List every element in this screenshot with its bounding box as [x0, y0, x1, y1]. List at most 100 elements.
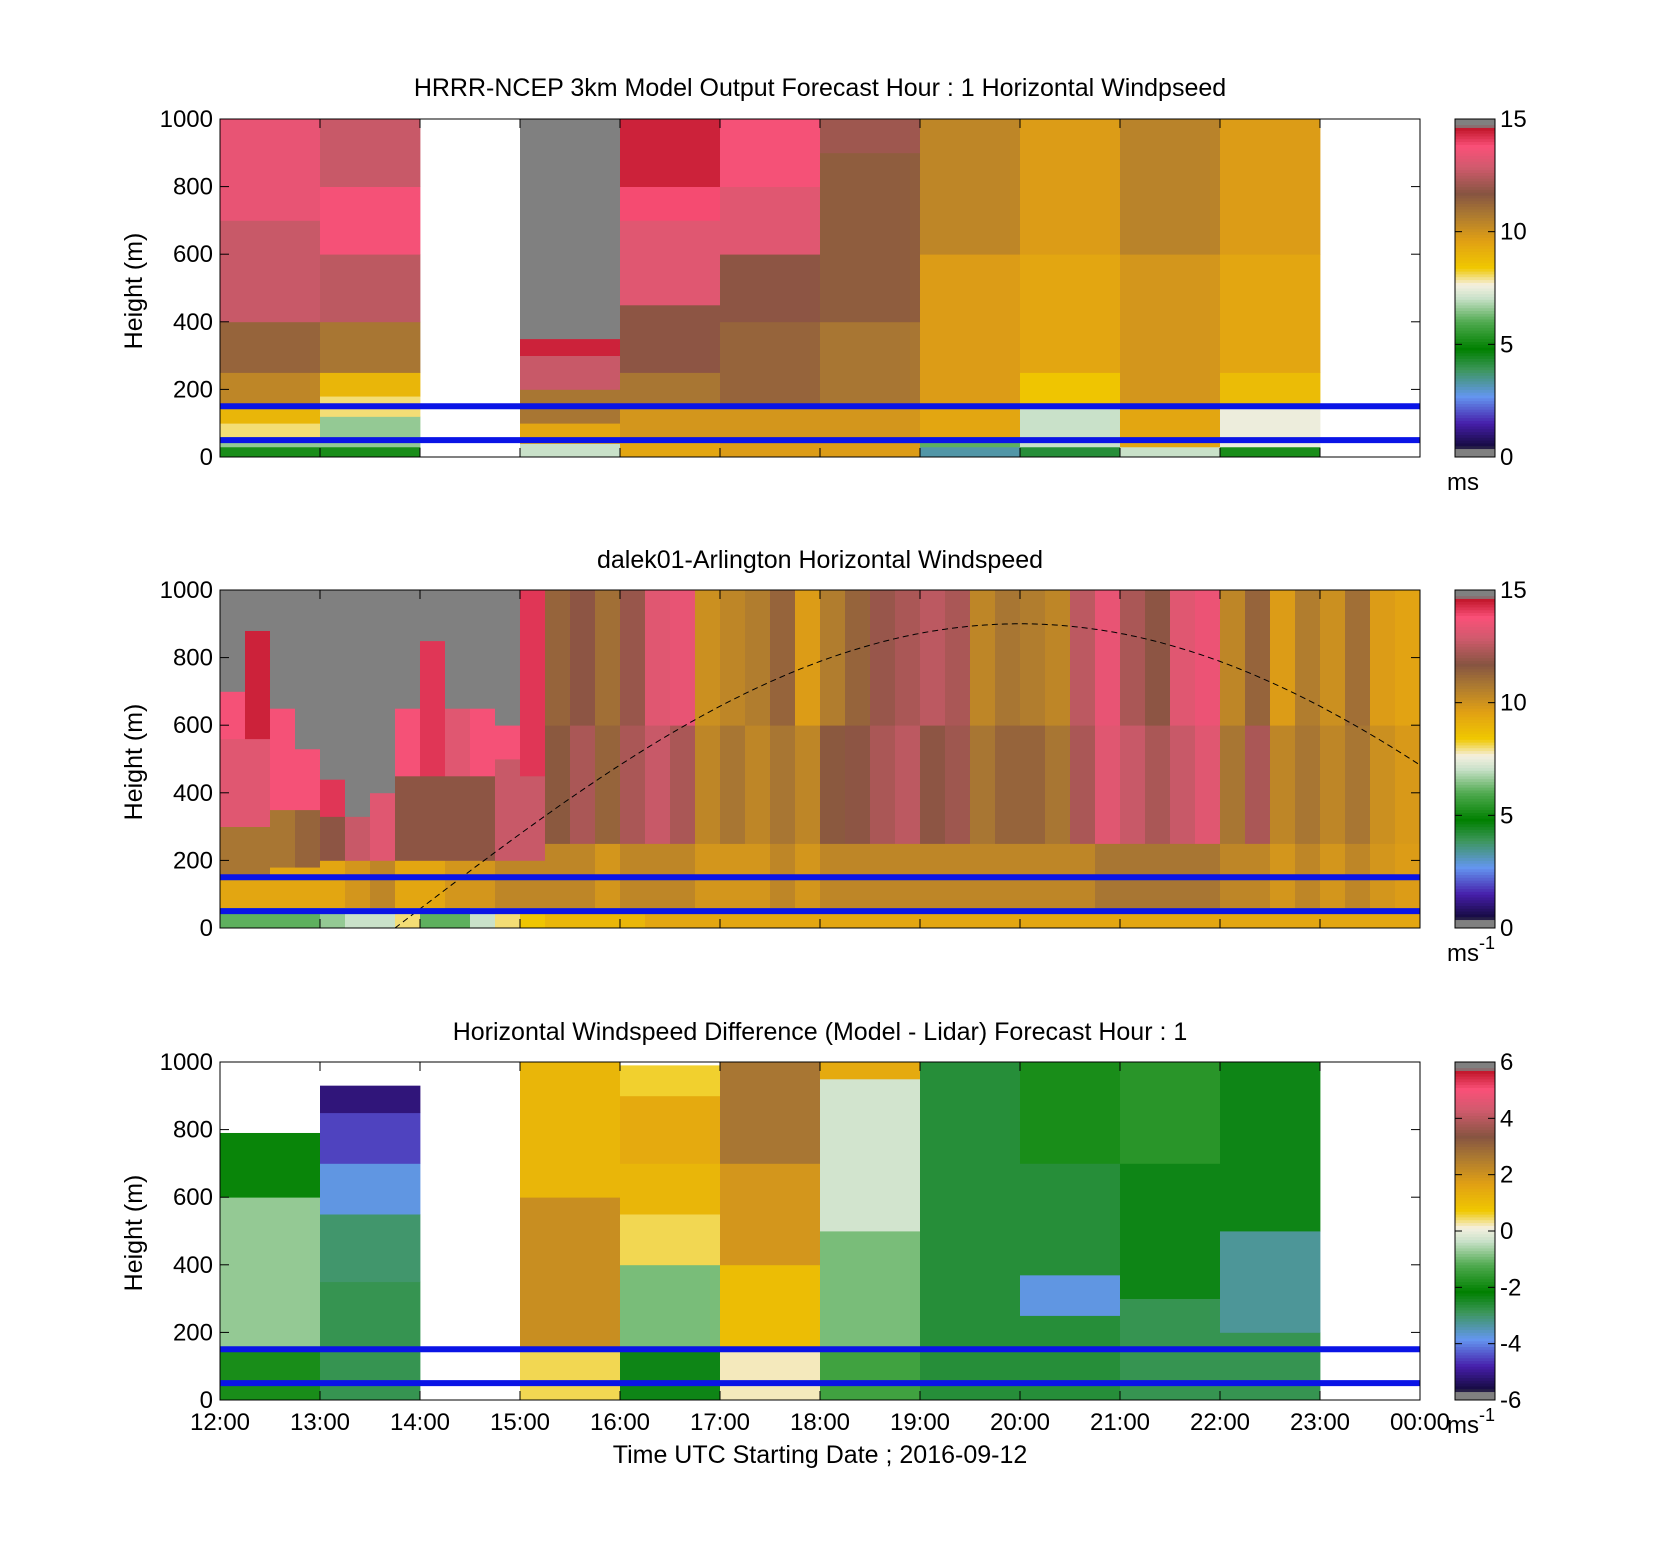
colorbar-segment	[1455, 1177, 1495, 1181]
colorbar-segment	[1455, 891, 1495, 895]
colorbar-segment	[1455, 651, 1495, 656]
colorbar-segment	[1455, 697, 1495, 701]
colorbar-segment	[1455, 880, 1495, 884]
colorbar-segment	[1455, 169, 1495, 174]
colorbar-segment	[1455, 237, 1495, 241]
colorbar-segment	[1455, 823, 1495, 828]
colorbar-segment	[1455, 119, 1495, 123]
colorbar-segment	[1455, 671, 1495, 675]
colorbar-segment	[1455, 262, 1495, 266]
colorbar-segment	[1455, 383, 1495, 388]
colorbar-segment	[1455, 1112, 1495, 1117]
colorbar-segment	[1455, 753, 1495, 757]
heatmap-cell	[1020, 1274, 1121, 1316]
heatmap-cell	[1020, 119, 1121, 255]
colorbar-segment	[1455, 1146, 1495, 1150]
colorbar-segment	[1455, 705, 1495, 709]
heatmap-cell	[495, 725, 521, 760]
colorbar-segment	[1455, 161, 1495, 165]
colorbar-segment	[1455, 285, 1495, 289]
colorbar-segment	[1455, 882, 1495, 887]
colorbar-segment	[1455, 1369, 1495, 1373]
heatmap-cell	[1095, 590, 1121, 726]
panel-1-ylabel: Height (m)	[120, 233, 148, 350]
heatmap-cell	[270, 809, 296, 868]
colorbar-segment	[1455, 866, 1495, 870]
colorbar-segment	[1455, 792, 1495, 797]
heatmap-cell	[520, 338, 621, 356]
colorbar-segment	[1455, 1070, 1495, 1074]
heatmap-cell	[470, 590, 496, 709]
colorbar-segment	[1455, 615, 1495, 619]
panel-2-y-ticks: 0 200 400 600 800 1000	[160, 577, 1420, 942]
heatmap-cell	[920, 1062, 1021, 1401]
heatmap-cell	[520, 590, 546, 777]
colorbar-segment	[1455, 725, 1495, 729]
colorbar-segment	[1455, 448, 1495, 452]
colorbar-segment	[1455, 426, 1495, 430]
heatmap-cell	[620, 1214, 721, 1266]
colorbar-segment	[1455, 276, 1495, 281]
heatmap-cell	[320, 1085, 421, 1114]
colorbar-segment	[1455, 1104, 1495, 1108]
colorbar-segment	[1455, 203, 1495, 207]
heatmap-cell	[845, 590, 871, 726]
colorbar-segment	[1455, 1166, 1495, 1170]
colorbar-segment	[1455, 601, 1495, 605]
heatmap-cell	[420, 775, 446, 861]
colorbar-segment	[1455, 736, 1495, 740]
colorbar-segment	[1455, 209, 1495, 213]
colorbar-segment	[1455, 1169, 1495, 1173]
colorbar-segment	[1455, 1335, 1495, 1339]
colorbar-segment	[1455, 908, 1495, 912]
colorbar-segment	[1455, 680, 1495, 684]
boundary-layer-curve	[394, 623, 1421, 929]
colorbar-segment	[1455, 1084, 1495, 1088]
colorbar-segment	[1455, 1115, 1495, 1119]
heatmap-cell	[320, 321, 421, 373]
colorbar-segment	[1455, 386, 1495, 390]
y-tick-label: 400	[173, 1252, 213, 1279]
colorbar-segment	[1455, 854, 1495, 859]
heatmap-cell	[1220, 725, 1246, 844]
heatmap-cell	[245, 877, 271, 909]
colorbar-segment	[1455, 1228, 1495, 1232]
heatmap-cell	[1170, 725, 1196, 844]
colorbar-segment	[1455, 1194, 1495, 1198]
heatmap-cell	[1370, 725, 1396, 844]
heatmap-cell	[270, 590, 296, 709]
heatmap-cell	[1220, 590, 1246, 726]
colorbar-segment	[1455, 361, 1495, 365]
colorbar-segment	[1455, 220, 1495, 224]
heatmap-cell	[1120, 254, 1221, 407]
y-tick-label: 0	[200, 444, 213, 471]
heatmap-cell	[395, 775, 421, 861]
colorbar-segment	[1455, 1354, 1495, 1359]
colorbar-segment	[1455, 685, 1495, 690]
heatmap-cell	[720, 443, 821, 458]
heatmap-cell	[620, 725, 646, 844]
colorbar-segment	[1455, 403, 1495, 407]
colorbar-segment	[1455, 392, 1495, 396]
colorbar-segment	[1455, 711, 1495, 715]
colorbar-unit: ms-1	[1447, 1405, 1495, 1439]
colorbar-segment	[1455, 1183, 1495, 1187]
colorbar-segment	[1455, 434, 1495, 438]
heatmap-cell	[270, 867, 296, 909]
colorbar-segment	[1455, 666, 1495, 670]
colorbar-segment	[1455, 643, 1495, 647]
colorbar-segment	[1455, 1394, 1495, 1398]
colorbar-segment	[1455, 1152, 1495, 1156]
colorbar-segment	[1455, 178, 1495, 182]
colorbar-segment	[1455, 742, 1495, 746]
colorbar-segment	[1455, 1200, 1495, 1204]
colorbar-segment	[1455, 1138, 1495, 1142]
colorbar-segment	[1455, 1180, 1495, 1184]
y-tick-label: 800	[173, 1117, 213, 1144]
colorbar-segment	[1455, 1202, 1495, 1207]
colorbar-segment	[1455, 333, 1495, 337]
heatmap-cell	[1045, 590, 1071, 726]
colorbar-segment	[1455, 716, 1495, 721]
heatmap-cell	[495, 860, 521, 909]
heatmap-cell	[1070, 725, 1096, 844]
